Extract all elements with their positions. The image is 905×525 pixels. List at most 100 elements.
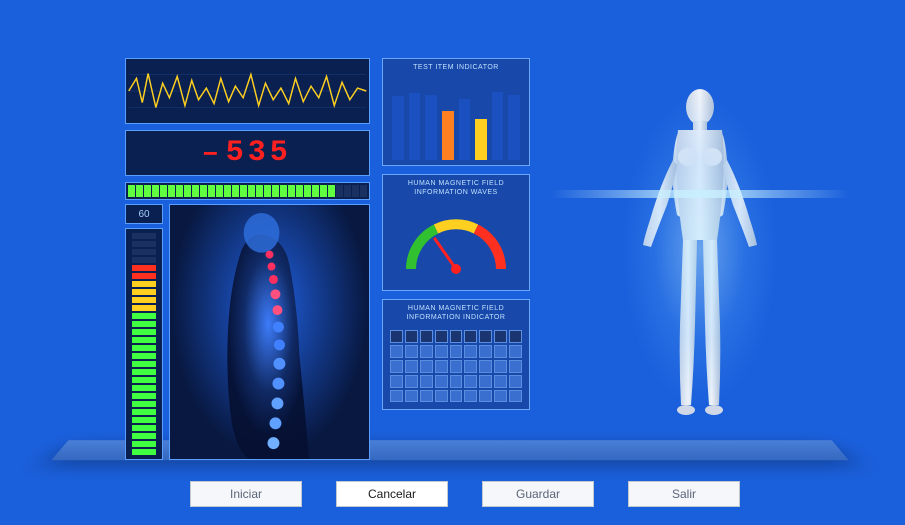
grid-indicator-panel: HUMAN MAGNETIC FIELD INFORMATION INDICAT… <box>382 299 530 410</box>
grid-title: HUMAN MAGNETIC FIELD INFORMATION INDICAT… <box>388 305 524 322</box>
hbar-cell <box>312 185 319 197</box>
hbar-cell <box>264 185 271 197</box>
meter-segment <box>132 385 156 391</box>
grid-cell <box>435 360 448 373</box>
scan-line <box>550 190 850 198</box>
grid-cell <box>494 345 507 358</box>
hbar-cell <box>136 185 143 197</box>
meter-segment <box>132 233 156 239</box>
meter-badge: 60 <box>125 204 163 224</box>
hbar-cell <box>240 185 247 197</box>
hbar-cell <box>344 185 351 197</box>
meter-segment <box>132 433 156 439</box>
gauge-title: HUMAN MAGNETIC FIELD INFORMATION WAVES <box>388 180 524 197</box>
grid-cell <box>450 345 463 358</box>
hbar-cell <box>216 185 223 197</box>
hbar-cell <box>352 185 359 197</box>
grid-cell <box>405 390 418 403</box>
grid-cell <box>509 375 522 388</box>
gauge-panel: HUMAN MAGNETIC FIELD INFORMATION WAVES <box>382 174 530 291</box>
meter-segment <box>132 449 156 455</box>
grid-cell <box>405 330 418 343</box>
horizontal-meter <box>125 182 370 200</box>
grid-cell <box>405 345 418 358</box>
meter-segment <box>132 313 156 319</box>
meter-segment <box>132 409 156 415</box>
grid-cell <box>420 375 433 388</box>
hbar-cell <box>304 185 311 197</box>
button-row: Iniciar Cancelar Guardar Salir <box>190 481 740 507</box>
grid-cell <box>405 375 418 388</box>
grid-cell <box>435 390 448 403</box>
salir-button[interactable]: Salir <box>628 481 740 507</box>
gauge-needle <box>430 235 463 276</box>
grid-cell <box>405 360 418 373</box>
grid-cell <box>479 360 492 373</box>
grid-cell <box>494 330 507 343</box>
meter-segment <box>132 249 156 255</box>
meter-segment <box>132 425 156 431</box>
iniciar-button[interactable]: Iniciar <box>190 481 302 507</box>
meter-segment <box>132 361 156 367</box>
meter-segment <box>132 321 156 327</box>
test-item-barchart <box>388 78 524 160</box>
hbar-cell <box>184 185 191 197</box>
meter-segment <box>132 393 156 399</box>
grid-cell <box>464 390 477 403</box>
chart-bar <box>459 99 471 161</box>
grid-cell <box>464 330 477 343</box>
grid-cell <box>509 330 522 343</box>
meter-segment <box>132 401 156 407</box>
hbar-cell <box>272 185 279 197</box>
hbar-cell <box>320 185 327 197</box>
grid-cell <box>435 375 448 388</box>
vertical-meter <box>125 228 163 460</box>
body-glow <box>620 90 780 410</box>
hbar-cell <box>160 185 167 197</box>
meter-segment <box>132 289 156 295</box>
hbar-cell <box>152 185 159 197</box>
grid-cell <box>509 345 522 358</box>
meter-segment <box>132 417 156 423</box>
counter-panel: − 535 <box>125 130 370 176</box>
gauge-svg <box>396 209 516 279</box>
grid-cell <box>450 375 463 388</box>
chart-bar <box>442 111 454 160</box>
chart-bar <box>409 93 421 160</box>
meter-segment <box>132 345 156 351</box>
middle-column: TEST ITEM INDICATOR HUMAN MAGNETIC FIELD… <box>382 58 530 418</box>
grid-cell <box>479 375 492 388</box>
left-column: − 535 60 <box>125 58 370 460</box>
guardar-button[interactable]: Guardar <box>482 481 594 507</box>
grid-cell <box>494 390 507 403</box>
grid-cell <box>435 330 448 343</box>
hbar-cell <box>248 185 255 197</box>
grid-cell <box>479 390 492 403</box>
body-3d-panel <box>560 70 840 430</box>
grid-indicator <box>388 328 524 404</box>
meter-segment <box>132 369 156 375</box>
hbar-cell <box>280 185 287 197</box>
grid-cell <box>464 360 477 373</box>
chart-bar <box>425 95 437 161</box>
meter-segment <box>132 337 156 343</box>
grid-cell <box>390 330 403 343</box>
hbar-cell <box>232 185 239 197</box>
hbar-cell <box>288 185 295 197</box>
grid-cell <box>509 360 522 373</box>
meter-segment <box>132 441 156 447</box>
grid-cell <box>435 345 448 358</box>
meter-segment <box>132 377 156 383</box>
cancelar-button[interactable]: Cancelar <box>336 481 448 507</box>
chart-bar <box>392 96 404 160</box>
grid-cell <box>479 345 492 358</box>
grid-cell <box>450 360 463 373</box>
hbar-cell <box>360 185 367 197</box>
hbar-cell <box>168 185 175 197</box>
hbar-cell <box>224 185 231 197</box>
hbar-cell <box>296 185 303 197</box>
hbar-cell <box>144 185 151 197</box>
hbar-cell <box>256 185 263 197</box>
chart-bar <box>508 95 520 161</box>
meter-segment <box>132 329 156 335</box>
